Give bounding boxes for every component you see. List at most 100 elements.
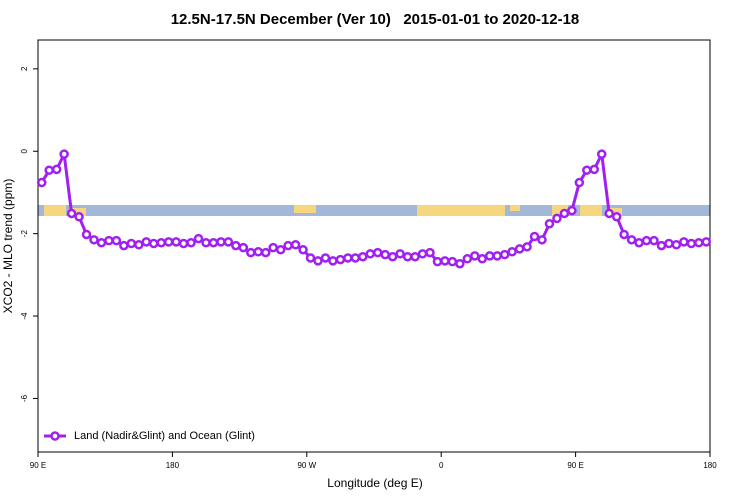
- point: [440, 256, 450, 266]
- point: [365, 249, 376, 259]
- point: [701, 237, 712, 247]
- point: [552, 213, 562, 224]
- point: [664, 238, 674, 249]
- point: [574, 177, 585, 188]
- point: [44, 165, 54, 175]
- point: [611, 211, 622, 222]
- chart-title: 12.5N-17.5N December (Ver 10) 2015-01-01…: [171, 11, 580, 28]
- point: [492, 251, 502, 261]
- point: [507, 247, 517, 257]
- x-tick-label: 180: [166, 461, 180, 470]
- point: [559, 208, 570, 219]
- point: [567, 205, 577, 216]
- point: [298, 244, 308, 255]
- y-tick-label: -6: [20, 394, 29, 402]
- point: [380, 249, 390, 260]
- point: [634, 237, 644, 248]
- point: [358, 251, 368, 262]
- point: [328, 256, 338, 266]
- point: [537, 235, 547, 245]
- point: [694, 237, 704, 248]
- point: [641, 235, 652, 246]
- x-tick-label: 180: [703, 461, 717, 470]
- point: [193, 233, 204, 244]
- land-patch: [552, 205, 568, 216]
- point: [216, 237, 226, 247]
- point: [649, 235, 659, 246]
- y-tick-label: 0: [20, 148, 29, 153]
- point: [156, 237, 166, 248]
- land-patch: [580, 205, 602, 216]
- point: [387, 251, 398, 262]
- point: [148, 238, 159, 249]
- ocean-band: [38, 205, 710, 216]
- point: [96, 237, 107, 248]
- point: [268, 242, 278, 253]
- point: [514, 244, 525, 254]
- point: [417, 249, 428, 259]
- point: [455, 258, 465, 269]
- point: [36, 177, 47, 188]
- x-tick-label: 0: [439, 461, 444, 470]
- point: [499, 249, 510, 260]
- point: [402, 251, 413, 262]
- x-tick-label: 90 E: [567, 461, 583, 470]
- point: [208, 237, 219, 248]
- point: [231, 240, 241, 251]
- x-tick-label: 90 W: [297, 461, 316, 470]
- point: [477, 254, 488, 264]
- point: [223, 237, 234, 247]
- y-tick-label: -4: [20, 312, 29, 320]
- point: [290, 240, 301, 250]
- plot-frame: [37, 39, 711, 453]
- point: [89, 235, 99, 245]
- land-patch: [510, 205, 520, 211]
- point: [656, 240, 667, 251]
- point: [582, 165, 592, 175]
- point: [313, 256, 323, 266]
- legend-label: Land (Nadir&Glint) and Ocean (Glint): [74, 430, 255, 442]
- y-axis-label: XCO2 - MLO trend (ppm): [1, 179, 15, 314]
- point: [104, 235, 114, 246]
- point: [343, 253, 353, 263]
- point: [163, 237, 174, 247]
- point: [544, 219, 555, 229]
- point: [529, 231, 540, 242]
- land-patch: [417, 205, 505, 216]
- y-tick-label: -2: [20, 230, 29, 238]
- point: [201, 237, 211, 248]
- x-tick-label: 90 E: [30, 461, 46, 470]
- point: [425, 247, 435, 258]
- point: [134, 240, 144, 250]
- point: [126, 238, 137, 249]
- point: [432, 256, 443, 267]
- point: [119, 240, 129, 251]
- point: [372, 247, 383, 258]
- point: [283, 240, 293, 251]
- point: [410, 251, 420, 262]
- point: [186, 237, 196, 248]
- land-patch: [294, 205, 316, 213]
- point: [246, 247, 256, 258]
- point: [260, 247, 271, 258]
- point: [522, 242, 532, 252]
- point: [462, 254, 473, 264]
- point: [350, 253, 361, 263]
- point: [596, 149, 607, 159]
- y-tick-label: 2: [20, 66, 29, 71]
- point: [671, 240, 682, 250]
- point: [51, 164, 62, 175]
- point: [470, 251, 480, 261]
- point: [238, 242, 249, 253]
- land-patch: [608, 208, 622, 216]
- legend-marker: [50, 431, 60, 441]
- point: [178, 238, 189, 249]
- point: [484, 251, 495, 261]
- point: [275, 244, 286, 255]
- point: [447, 256, 458, 267]
- point: [626, 235, 637, 245]
- point: [253, 247, 264, 257]
- point: [589, 164, 600, 175]
- point: [686, 238, 697, 249]
